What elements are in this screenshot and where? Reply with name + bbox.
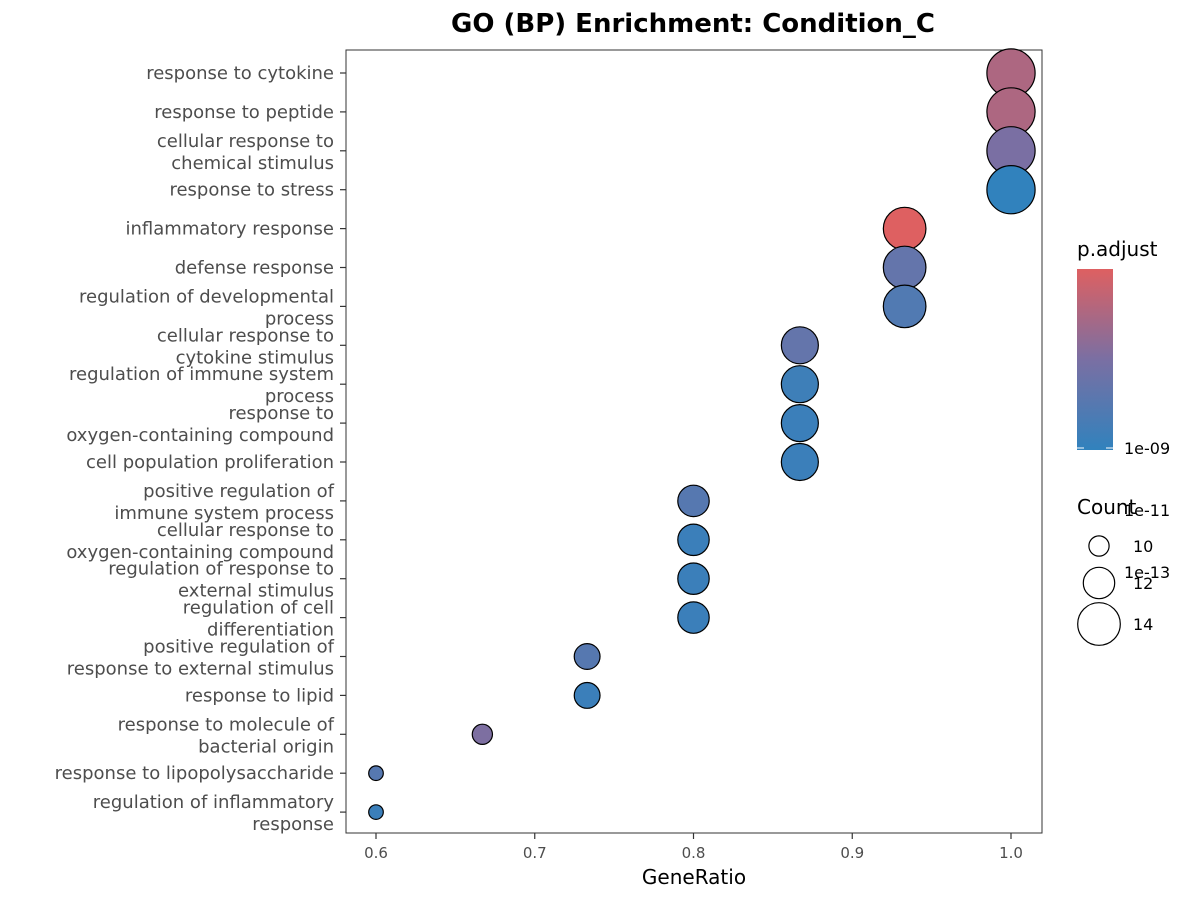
data-point bbox=[882, 284, 927, 329]
data-point bbox=[471, 723, 494, 746]
y-tick-label: positive regulation of response to extern… bbox=[67, 637, 335, 680]
color-legend-ticks: 1e-13 1e-11 1e-09 bbox=[1077, 439, 1170, 582]
data-point bbox=[882, 206, 927, 251]
color-legend-title: p.adjust bbox=[1077, 237, 1158, 261]
data-point bbox=[368, 804, 384, 820]
x-tick-label: 0.9 bbox=[840, 844, 864, 862]
size-legend-title: Count bbox=[1077, 495, 1137, 519]
y-tick-label: positive regulation of immune system proc… bbox=[114, 481, 334, 524]
x-tick-label: 0.7 bbox=[523, 844, 547, 862]
color-legend-bar bbox=[1077, 269, 1113, 450]
y-tick-label: regulation of response to external stimul… bbox=[108, 559, 334, 602]
x-tick-label: 0.6 bbox=[364, 844, 388, 862]
x-axis-ticks: 0.6 0.7 0.8 0.9 1.0 bbox=[364, 833, 1023, 862]
color-legend: p.adjust 1e-13 1e-11 1e-09 bbox=[1077, 237, 1170, 582]
plot-panel bbox=[345, 49, 1043, 834]
data-points bbox=[368, 48, 1036, 820]
y-tick-label: inflammatory response bbox=[126, 219, 334, 240]
y-axis-ticks bbox=[340, 72, 346, 813]
chart-title: GO (BP) Enrichment: Condition_C bbox=[451, 9, 935, 39]
size-legend: Count 10 12 14 bbox=[1077, 495, 1153, 646]
size-legend-label: 10 bbox=[1133, 537, 1153, 556]
y-tick-label: cellular response to cytokine stimulus bbox=[157, 325, 334, 368]
y-tick-label: cellular response to chemical stimulus bbox=[157, 131, 334, 174]
y-tick-label: regulation of developmental process bbox=[79, 286, 334, 329]
data-point bbox=[573, 681, 601, 709]
size-legend-items: 10 12 14 bbox=[1077, 535, 1153, 646]
data-point bbox=[677, 562, 710, 595]
y-tick-label: response to peptide bbox=[154, 102, 334, 123]
y-tick-label: response to cytokine bbox=[146, 63, 334, 84]
data-point bbox=[573, 642, 601, 670]
color-tick-label: 1e-11 bbox=[1124, 501, 1170, 520]
y-tick-label: response to lipopolysaccharide bbox=[55, 763, 334, 784]
data-point bbox=[882, 245, 927, 290]
y-tick-label: response to oxygen-containing compound bbox=[66, 403, 334, 446]
y-tick-label: response to lipid bbox=[185, 685, 334, 706]
size-legend-circle bbox=[1082, 566, 1116, 600]
y-tick-label: response to stress bbox=[169, 180, 334, 201]
y-tick-label: response to molecule of bacterial origin bbox=[118, 714, 335, 757]
y-tick-label: defense response bbox=[175, 258, 334, 279]
data-point bbox=[780, 326, 819, 365]
data-point bbox=[780, 365, 819, 404]
x-tick-label: 1.0 bbox=[999, 844, 1023, 862]
size-legend-circle bbox=[1088, 535, 1110, 557]
x-axis-title: GeneRatio bbox=[642, 865, 746, 889]
data-point bbox=[780, 404, 819, 443]
data-point bbox=[677, 601, 710, 634]
y-tick-label: cell population proliferation bbox=[86, 452, 334, 473]
data-point bbox=[780, 442, 819, 482]
size-legend-label: 12 bbox=[1133, 574, 1153, 593]
data-point bbox=[986, 164, 1036, 215]
y-tick-label: regulation of cell differentiation bbox=[183, 598, 334, 641]
data-point bbox=[677, 523, 710, 557]
color-tick-label: 1e-09 bbox=[1124, 439, 1170, 458]
color-tick-label: 1e-13 bbox=[1124, 563, 1170, 582]
x-tick-label: 0.8 bbox=[682, 844, 706, 862]
size-legend-label: 14 bbox=[1133, 615, 1153, 634]
y-tick-label: regulation of immune system process bbox=[69, 364, 334, 407]
y-tick-label: cellular response to oxygen-containing co… bbox=[66, 520, 334, 563]
y-tick-label: regulation of inflammatory response bbox=[93, 792, 335, 835]
y-axis-labels: response to cytokine response to peptide c… bbox=[55, 63, 335, 835]
data-point bbox=[677, 484, 710, 518]
size-legend-circle bbox=[1077, 602, 1121, 646]
data-point bbox=[368, 765, 384, 782]
